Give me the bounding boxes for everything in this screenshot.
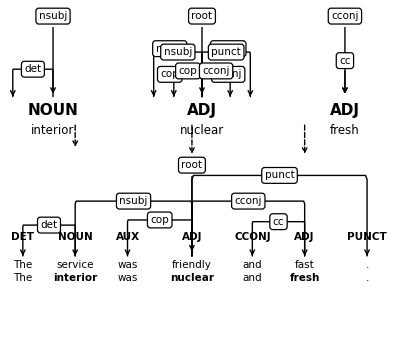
Text: The: The — [13, 260, 32, 270]
Text: was: was — [117, 260, 138, 270]
Text: root: root — [181, 160, 202, 170]
Text: cconj: cconj — [202, 66, 230, 76]
Text: root: root — [191, 11, 213, 21]
Text: and: and — [242, 273, 262, 283]
Text: friendly: friendly — [172, 260, 212, 270]
Text: cop: cop — [179, 66, 197, 76]
Text: ADJ: ADJ — [295, 232, 315, 242]
Text: and: and — [242, 260, 262, 270]
Text: ADJ: ADJ — [187, 104, 217, 118]
Text: det: det — [40, 220, 58, 230]
Text: fast: fast — [295, 260, 315, 270]
Text: ADJ: ADJ — [182, 232, 202, 242]
Text: ADJ: ADJ — [330, 104, 360, 118]
Text: nuclear: nuclear — [170, 273, 214, 283]
Text: interior: interior — [32, 124, 75, 137]
Text: fresh: fresh — [330, 124, 360, 137]
Text: PUNCT: PUNCT — [347, 232, 387, 242]
Text: AUX: AUX — [116, 232, 139, 242]
Text: fresh: fresh — [290, 273, 320, 283]
Text: cconj: cconj — [331, 11, 359, 21]
Text: cconj: cconj — [235, 196, 262, 206]
Text: CCONJ: CCONJ — [234, 232, 271, 242]
Text: The: The — [13, 273, 32, 283]
Text: service: service — [57, 260, 94, 270]
Text: .: . — [365, 260, 369, 270]
Text: nuclear: nuclear — [180, 124, 224, 137]
Text: det: det — [24, 64, 42, 74]
Text: interior: interior — [53, 273, 97, 283]
Text: punct: punct — [265, 170, 295, 180]
Text: cc: cc — [339, 56, 351, 66]
Text: punct: punct — [211, 47, 241, 57]
Text: cconj: cconj — [215, 69, 242, 79]
Text: was: was — [117, 273, 138, 283]
Text: nsubj: nsubj — [39, 11, 67, 21]
Text: punct: punct — [213, 44, 243, 54]
Text: nsubj: nsubj — [156, 44, 184, 54]
Text: nsubj: nsubj — [119, 196, 148, 206]
Text: NOUN: NOUN — [58, 232, 93, 242]
Text: cc: cc — [273, 217, 284, 227]
Text: cop: cop — [150, 215, 169, 225]
Text: .: . — [365, 273, 369, 283]
Text: NOUN: NOUN — [27, 104, 78, 118]
Text: DET: DET — [11, 232, 34, 242]
Text: cop: cop — [160, 69, 179, 79]
Text: nsubj: nsubj — [164, 47, 192, 57]
